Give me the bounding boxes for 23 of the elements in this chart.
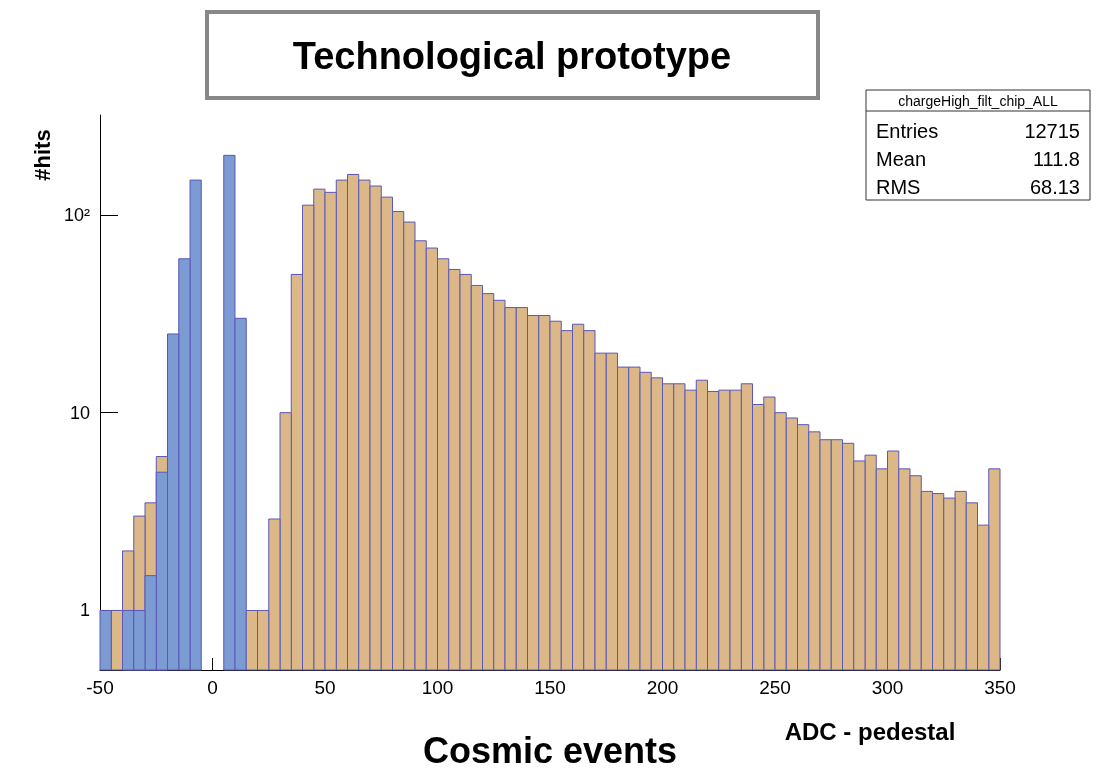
text: 12715 xyxy=(1024,120,1080,142)
x-tick-label: -50 xyxy=(86,677,114,698)
x-tick-label: 0 xyxy=(207,677,218,698)
text: 68.13 xyxy=(1029,176,1080,198)
x-tick-label: 350 xyxy=(984,677,1016,698)
y-tick-label: 10² xyxy=(63,204,91,225)
annotation: RMS xyxy=(876,176,921,198)
text: Cosmic events xyxy=(422,729,678,771)
x-tick-label: 200 xyxy=(646,677,679,698)
text: chargeHigh_filt_chip_ALL xyxy=(898,93,1058,109)
y-tick-label: 10 xyxy=(69,402,90,423)
x-tick-label: 150 xyxy=(534,677,566,698)
x-tick-label: 100 xyxy=(421,677,454,698)
annotation: Mean xyxy=(876,148,927,170)
chart-title: Technological prototype xyxy=(292,35,732,77)
text: 111.8 xyxy=(1032,148,1080,170)
x-tick-label: 300 xyxy=(871,677,904,698)
x-tick-label: 250 xyxy=(759,677,791,698)
x-axis-title: ADC - pedestal xyxy=(784,717,956,745)
y-axis-title: #hits xyxy=(29,129,55,181)
y-tick-label: 1 xyxy=(79,600,90,621)
annotation: Entries xyxy=(876,120,939,142)
x-tick-label: 50 xyxy=(314,677,336,698)
